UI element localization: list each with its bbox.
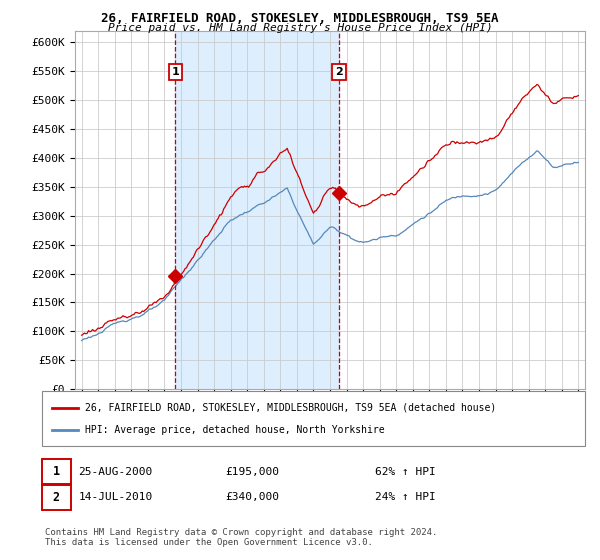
Text: £195,000: £195,000 — [225, 466, 279, 477]
Text: 25-AUG-2000: 25-AUG-2000 — [79, 466, 153, 477]
Text: 2: 2 — [335, 67, 343, 77]
Text: 1: 1 — [53, 465, 60, 478]
Text: £340,000: £340,000 — [225, 492, 279, 502]
Text: HPI: Average price, detached house, North Yorkshire: HPI: Average price, detached house, Nort… — [85, 425, 385, 435]
Text: Price paid vs. HM Land Registry's House Price Index (HPI): Price paid vs. HM Land Registry's House … — [107, 23, 493, 33]
Text: 26, FAIRFIELD ROAD, STOKESLEY, MIDDLESBROUGH, TS9 5EA (detached house): 26, FAIRFIELD ROAD, STOKESLEY, MIDDLESBR… — [85, 403, 496, 413]
Bar — [175, 31, 339, 389]
Text: Contains HM Land Registry data © Crown copyright and database right 2024.
This d: Contains HM Land Registry data © Crown c… — [45, 528, 437, 547]
Text: 1: 1 — [172, 67, 179, 77]
Text: 14-JUL-2010: 14-JUL-2010 — [79, 492, 153, 502]
Text: 62% ↑ HPI: 62% ↑ HPI — [375, 466, 436, 477]
Text: 24% ↑ HPI: 24% ↑ HPI — [375, 492, 436, 502]
Text: 2: 2 — [53, 491, 60, 504]
Text: 26, FAIRFIELD ROAD, STOKESLEY, MIDDLESBROUGH, TS9 5EA: 26, FAIRFIELD ROAD, STOKESLEY, MIDDLESBR… — [101, 12, 499, 25]
